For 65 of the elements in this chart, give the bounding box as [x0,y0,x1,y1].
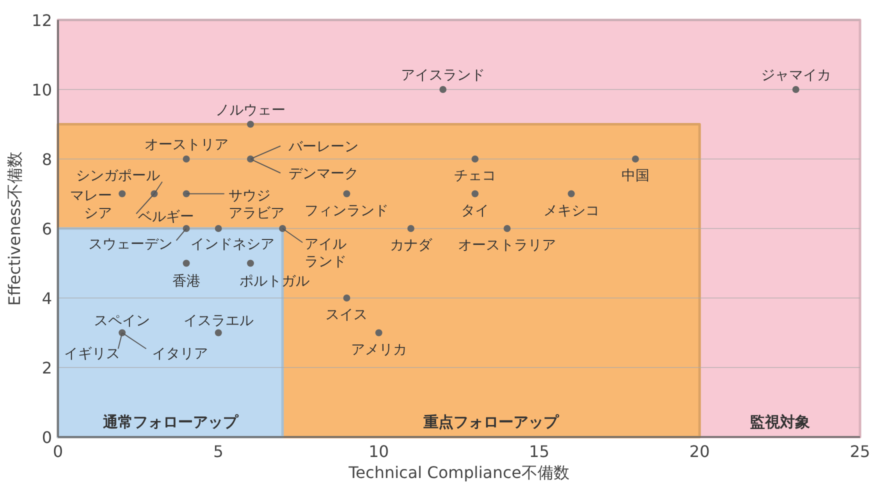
x-tick-label: 15 [529,442,550,461]
annotation: インドネシア [190,236,274,252]
annotation: 香港 [172,273,200,290]
annotation: アイスランド [400,68,485,84]
y-tick-label: 10 [32,80,52,100]
annotation: スペイン [94,312,150,329]
annotation: タイ [461,202,490,219]
point [246,260,254,267]
annotation: チェコ [454,168,496,184]
y-tick-label: 6 [42,220,52,238]
annotation: オーストラリア [458,238,556,254]
annotation: イスラエル [183,312,254,329]
annotation: メキシコ [543,202,600,219]
annotation: シンガポール [76,168,160,184]
point [375,329,382,336]
point [792,86,800,93]
point [246,120,254,128]
point [568,190,575,198]
x-tick-label: 10 [368,442,389,461]
annotation: カナダ [390,238,433,254]
point [343,190,350,198]
point [118,190,126,198]
annotation: ポルトガル [239,273,310,290]
y-tick-label: 0 [42,428,52,447]
annotation: マレーシア [70,188,112,222]
point [504,225,511,232]
point [182,225,190,232]
annotation: スイス [326,307,368,323]
y-axis-title: Effectiveness不備数 [5,151,24,306]
point [343,294,350,302]
point [632,156,639,162]
annotation: イギリス [64,346,120,362]
point [214,225,222,232]
series-label: 通常フォローアップ [102,413,239,431]
point [407,225,414,232]
y-tick-label: 12 [32,11,52,30]
annotation: ノルウェー [215,102,286,118]
point [472,156,479,162]
annotation: サウジアラビア [228,188,284,222]
annotation: アメリカ [350,342,407,358]
point [182,156,190,162]
y-tick-label: 4 [42,289,52,308]
y-tick-label: 8 [42,150,52,169]
point [472,190,479,198]
x-axis-title: Technical Compliance不備数 [348,463,570,482]
series-label: 重点フォローアップ [422,413,560,431]
x-tick-label: 25 [850,442,870,461]
annotation: ジャマイカ [760,68,831,84]
y-tick-label: 2 [42,358,52,378]
point [279,225,286,232]
annotation: フィンランド [304,202,389,219]
annotation: アイルランド [304,236,347,270]
annotation: 中国 [621,168,650,184]
point [439,86,446,93]
annotation: イタリア [152,346,208,362]
x-tick-label: 5 [213,442,224,461]
annotation: オーストリア [144,137,228,153]
annotation: デンマーク [288,166,358,182]
point [214,329,222,336]
point [182,260,190,267]
annotation: スウェーデン [88,236,172,252]
annotation: バーレーン [287,139,358,155]
x-tick-label: 20 [689,442,710,461]
annotation: ベルギー [138,208,194,225]
series-label: 監視対象 [750,413,810,431]
